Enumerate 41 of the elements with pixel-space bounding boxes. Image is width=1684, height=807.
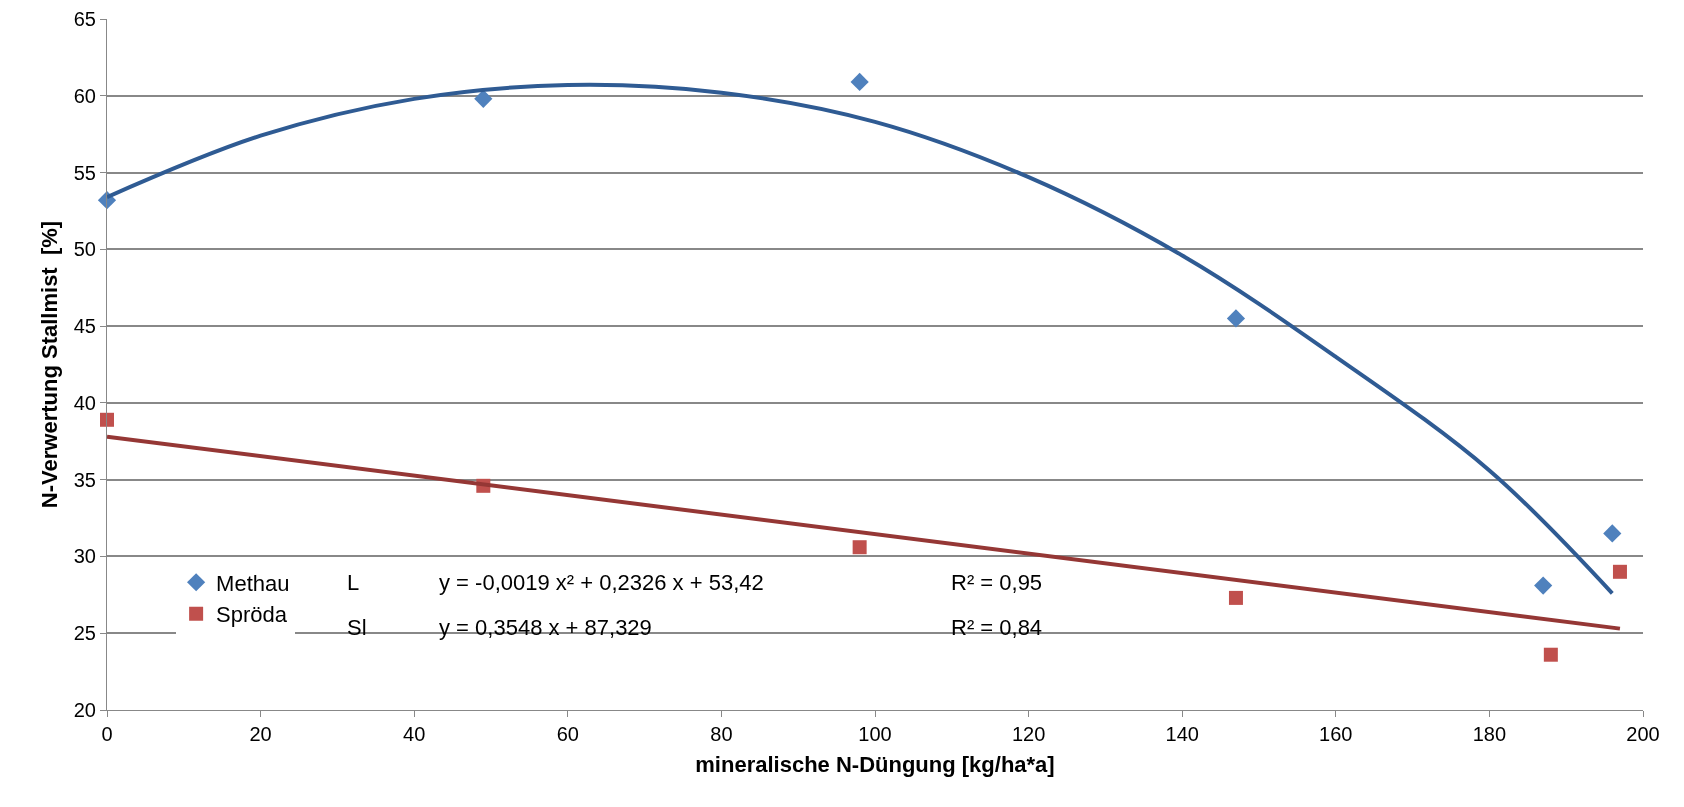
y-tick-label: 20 [73,699,96,721]
point [1612,564,1627,579]
point [1543,647,1558,662]
x-tick-label: 80 [710,723,733,745]
point [474,89,493,108]
annotation: R² = 0,95 [951,570,1043,595]
x-tick-label: 160 [1319,723,1353,745]
x-axis-title: mineralische N-Düngung [kg/ha*a] [695,751,1055,777]
y-tick-label: 55 [73,161,96,184]
point [1226,309,1246,328]
x-tick-label: 40 [403,723,426,745]
annotation: Sl [347,615,367,640]
annotation: y = 0,3548 x + 87,329 [439,615,652,640]
point [852,540,867,555]
y-axis-title: N-Verwertung Stallmist [%] [36,220,62,509]
point [100,412,114,427]
legend-label: Methau [216,570,290,596]
y-tick-label: 45 [73,315,96,338]
y-tick-label: 65 [73,8,96,30]
annotation: L [347,570,360,595]
x-tick-label: 20 [249,723,272,745]
x-tick-label: 140 [1165,723,1199,745]
x-tick-label: 200 [1626,723,1660,745]
y-tick-label: 50 [73,238,96,261]
y-tick-label: 30 [73,545,96,568]
x-tick-label: 0 [101,723,113,745]
point [850,72,869,92]
y-tick-label: 25 [73,622,96,645]
y-tick-label: 40 [73,391,96,414]
point [1603,524,1622,543]
x-tick-label: 100 [858,723,892,745]
legend-label: Spröda [216,602,288,628]
point [1534,576,1553,595]
y-tick-label: 35 [73,468,96,491]
y-tick-label: 60 [73,84,96,107]
x-tick-label: 180 [1472,723,1507,745]
x-tick-label: 120 [1011,723,1046,745]
point [1228,590,1243,605]
x-tick-label: 60 [556,723,579,745]
annotation: R² = 0,84 [951,615,1043,640]
annotation: y = -0,0019 x² + 0,2326 x + 53,42 [439,570,764,595]
